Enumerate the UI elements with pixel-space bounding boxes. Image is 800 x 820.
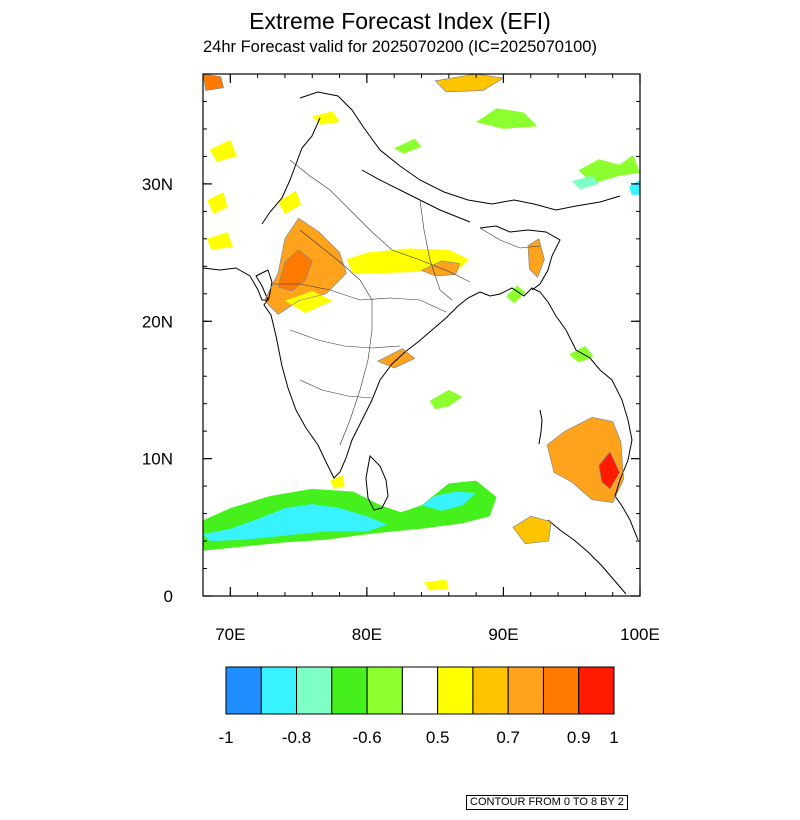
contour-info-label: CONTOUR FROM 0 TO 8 BY 2: [466, 795, 628, 810]
srilanka-coastline: [365, 454, 389, 511]
colorbar-box: [472, 666, 509, 715]
state-boundary: [479, 227, 541, 249]
efi-contour: [264, 217, 347, 315]
efi-contour: [277, 249, 313, 292]
efi-region-tibet-positive: [435, 74, 504, 92]
colorbar-label: 1: [609, 728, 618, 747]
colorbar-label: -0.6: [352, 728, 381, 747]
colorbar: -1 -0.8 -0.6 0.5 0.7 0.9 1: [218, 666, 619, 747]
colorbar-label: -1: [218, 728, 233, 747]
colorbar-box: [578, 666, 615, 715]
colorbar-box: [296, 666, 333, 715]
efi-contour: [434, 74, 505, 93]
lon-tick-label: 100E: [620, 625, 660, 644]
state-boundary: [299, 229, 373, 446]
efi-region-ne-green: [578, 155, 640, 184]
efi-region-kashmir-positive: [312, 111, 340, 125]
pakistan-border: [261, 117, 321, 225]
efi-region-andhra-positive: [377, 348, 415, 368]
efi-contour: [203, 74, 224, 91]
state-boundary: [289, 159, 471, 283]
state-boundary: [299, 379, 373, 399]
colorbar-box: [437, 666, 474, 715]
lon-tick-label: 90E: [488, 625, 518, 644]
colorbar-label: 0.9: [567, 728, 591, 747]
lat-tick-label: 10N: [142, 450, 173, 469]
state-boundary: [419, 199, 453, 301]
colorbar-box: [366, 666, 403, 715]
chart-title: Extreme Forecast Index (EFI): [249, 8, 551, 34]
india-coastline: [263, 269, 481, 479]
efi-region-gujarat-core-positive: [278, 249, 313, 291]
colorbar-box: [260, 666, 298, 715]
lon-tick-label: 80E: [352, 625, 382, 644]
efi-shading-layer: [203, 74, 640, 591]
efi-region-northwest-coast-positive: [207, 192, 228, 215]
bangladesh-myanmar-coastline: [479, 287, 639, 541]
efi-region-myanmar-green: [569, 346, 594, 363]
efi-region-north-west-corner: [203, 74, 224, 91]
efi-region-kerala-positive: [330, 475, 345, 489]
coastlines-layer: [203, 91, 639, 595]
efi-region-mid-india-positive: [284, 291, 333, 313]
efi-contour: [376, 348, 416, 369]
chart-subtitle: 24hr Forecast valid for 2025070200 (IC=2…: [203, 38, 597, 56]
northeast-border: [479, 225, 561, 291]
efi-region-sumatra-positive: [513, 516, 552, 544]
colorbar-box: [225, 666, 262, 715]
sumatra-coastline: [547, 519, 627, 595]
state-boundaries-layer: [272, 159, 541, 446]
efi-region-tibet-green-small: [394, 138, 422, 154]
efi-contours-layer: [203, 74, 624, 545]
efi-region-andaman-core: [599, 451, 620, 489]
efi-region-sri-lanka-south-positive: [424, 579, 449, 591]
colorbar-box: [507, 666, 544, 715]
colorbar-box: [331, 666, 368, 715]
efi-region-ne-cyan: [571, 175, 599, 190]
lat-tick-label: 0: [164, 587, 173, 606]
efi-region-bay-of-bengal-negative: [421, 491, 477, 511]
efi-contour: [420, 260, 461, 277]
andaman-islands: [538, 409, 543, 445]
gujarat-coastline: [203, 267, 269, 301]
efi-region-northeast-positive: [528, 238, 545, 278]
efi-region-north-green: [476, 108, 538, 129]
efi-region-pakistan-positive: [209, 139, 238, 162]
efi-region-karachi-positive: [207, 232, 233, 250]
colorbar-label: -0.8: [282, 728, 311, 747]
efi-region-arabian-sea-strong-negative: [203, 504, 388, 542]
colorbar-box: [542, 666, 580, 715]
state-boundary: [289, 329, 401, 349]
northern-border: [299, 91, 621, 211]
efi-contour: [598, 451, 620, 490]
lon-tick-label: 70E: [215, 625, 245, 644]
efi-region-bangladesh-green: [506, 285, 526, 304]
efi-region-punjab-positive: [278, 190, 302, 215]
lat-tick-label: 30N: [142, 175, 173, 194]
efi-contour: [527, 238, 545, 278]
colorbar-box: [401, 666, 439, 715]
lat-tick-label: 20N: [142, 312, 173, 331]
efi-region-odisha-green: [429, 389, 463, 410]
map-frame-layer: 70E 80E 90E 100E 0 10N 20N 30N: [142, 73, 660, 644]
efi-contour: [512, 515, 552, 545]
efi-region-ne-blue: [629, 179, 640, 195]
colorbar-label: 0.5: [426, 728, 450, 747]
efi-contour: [546, 417, 624, 503]
colorbar-label: 0.7: [496, 728, 520, 747]
